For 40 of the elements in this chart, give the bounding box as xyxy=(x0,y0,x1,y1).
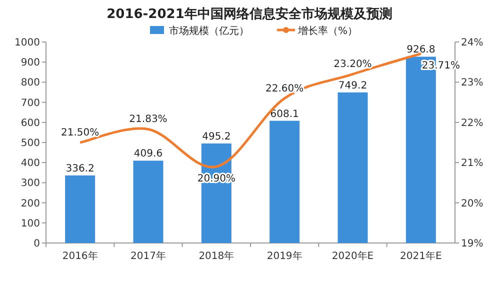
y-tick-label: 900 xyxy=(20,58,40,69)
x-tick-label: 2020年E xyxy=(332,250,374,262)
data-label: 21.83% xyxy=(129,114,168,126)
y-tick-label: 800 xyxy=(20,78,40,89)
y-tick-label: 0 xyxy=(34,238,40,250)
y2-tick-label: 19% xyxy=(461,238,484,250)
bar xyxy=(270,120,300,243)
data-label: 749.2 xyxy=(338,80,368,92)
bar xyxy=(133,160,164,243)
y-tick-label: 100 xyxy=(20,218,40,230)
bar xyxy=(338,92,368,243)
y-tick-label: 1000 xyxy=(14,38,40,48)
y2-tick-label: 22% xyxy=(461,118,484,129)
y2-tick-label: 24% xyxy=(461,38,484,48)
data-label: 608.1 xyxy=(270,108,299,120)
data-label: 495.2 xyxy=(202,131,231,142)
legend-label: 市场规模（亿元） xyxy=(169,25,249,37)
bar xyxy=(65,175,96,243)
x-tick-label: 2021年E xyxy=(400,250,442,262)
data-label: 21.50% xyxy=(61,128,100,138)
y-tick-label: 600 xyxy=(20,118,40,129)
data-label: 23.20% xyxy=(334,59,372,70)
y2-tick-label: 23% xyxy=(461,78,484,89)
x-tick-label: 2019年 xyxy=(266,250,302,262)
y2-tick-label: 21% xyxy=(461,158,484,170)
data-label: 409.6 xyxy=(134,148,163,160)
legend-label: 增长率（%） xyxy=(297,25,358,37)
x-tick-label: 2016年 xyxy=(62,250,98,262)
y-tick-label: 700 xyxy=(20,98,40,109)
data-label: 336.2 xyxy=(66,163,94,174)
y-tick-label: 300 xyxy=(20,178,40,190)
y-tick-label: 500 xyxy=(20,138,40,149)
data-label: 22.60% xyxy=(266,83,304,94)
y-tick-label: 200 xyxy=(20,198,40,210)
x-tick-label: 2018年 xyxy=(198,250,234,262)
data-label: 926.8 xyxy=(406,44,436,56)
y2-tick-label: 20% xyxy=(461,198,484,210)
chart-title: 2016-2021年中国网络信息安全市场规模及预测 xyxy=(106,6,392,22)
x-tick-label: 2017年 xyxy=(130,250,166,262)
y-tick-label: 400 xyxy=(20,158,40,170)
